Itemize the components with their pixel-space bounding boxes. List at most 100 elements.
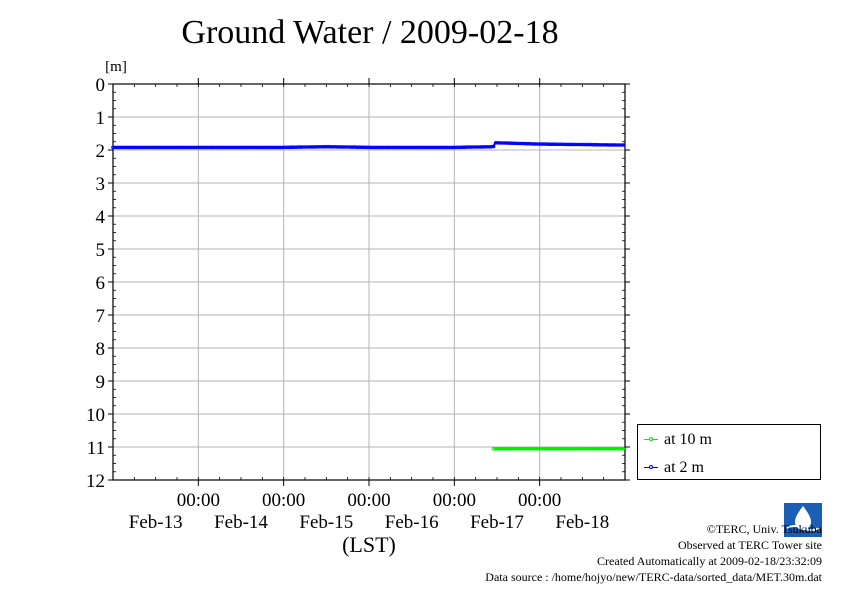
series-point-1 (590, 142, 595, 147)
series-point-1 (230, 145, 234, 150)
series-point-1 (254, 145, 258, 150)
y-tick-label: 0 (96, 75, 106, 96)
series-point-0 (550, 446, 555, 451)
series-point-1 (324, 144, 329, 149)
series-point-1 (205, 145, 210, 150)
series-point-1 (474, 145, 478, 149)
series-point-1 (342, 145, 346, 149)
series-point-1 (542, 142, 546, 146)
series-point-1 (575, 142, 579, 147)
series-point-0 (601, 446, 606, 451)
series-point-1 (388, 145, 393, 150)
series-point-0 (570, 446, 575, 451)
series-point-1 (241, 145, 245, 150)
series-point-1 (438, 145, 443, 150)
series-point-1 (568, 142, 573, 147)
series-point-1 (166, 145, 170, 150)
series-point-1 (573, 142, 577, 147)
series-point-1 (295, 145, 300, 149)
legend-item-10m: at 10 m (644, 429, 712, 451)
series-point-1 (614, 143, 619, 147)
series-point-1 (480, 145, 485, 149)
series-point-1 (383, 145, 388, 150)
series-point-0 (583, 446, 588, 451)
series-point-0 (531, 446, 535, 451)
x-date-label: Feb-13 (129, 512, 183, 533)
credit-copyright: ©TERC, Univ. Tsukuba (706, 522, 822, 536)
series-point-1 (489, 144, 494, 149)
series-point-0 (588, 446, 592, 451)
series-point-1 (425, 145, 430, 150)
series-point-0 (559, 446, 564, 451)
series-point-1 (188, 145, 192, 150)
y-tick-label: 5 (96, 240, 106, 261)
series-point-1 (243, 145, 247, 150)
series-point-1 (394, 145, 399, 150)
series-point-1 (135, 145, 140, 150)
x-date-label: Feb-14 (214, 512, 268, 533)
series-point-1 (131, 145, 135, 150)
series-point-1 (157, 145, 162, 150)
series-point-0 (599, 446, 603, 451)
credit-observed: Observed at TERC Tower site (677, 538, 822, 552)
series-point-1 (412, 145, 417, 150)
series-point-1 (566, 142, 571, 147)
series-point-1 (526, 141, 531, 146)
series-point-1 (504, 141, 509, 145)
series-point-0 (614, 446, 619, 451)
series-point-1 (597, 143, 601, 147)
series-point-1 (337, 145, 342, 149)
series-point-1 (502, 141, 507, 145)
series-point-1 (247, 145, 252, 150)
series-point-1 (535, 142, 540, 146)
series-point-0 (605, 446, 610, 451)
series-point-1 (302, 145, 307, 149)
series-point-1 (606, 143, 610, 147)
series-point-1 (511, 141, 516, 146)
series-point-1 (456, 145, 461, 150)
legend-swatch-2m (644, 463, 658, 473)
series-point-1 (320, 145, 324, 149)
series-point-1 (507, 141, 511, 145)
series-point-1 (370, 145, 375, 150)
series-point-1 (317, 145, 322, 149)
series-point-0 (539, 446, 544, 451)
series-point-1 (216, 145, 221, 150)
series-point-1 (364, 145, 368, 150)
series-point-0 (515, 446, 520, 451)
series-point-1 (445, 145, 450, 150)
series-point-1 (344, 145, 349, 149)
y-tick-label: 7 (96, 306, 106, 327)
series-point-1 (298, 145, 302, 149)
series-point-1 (249, 145, 254, 150)
series-point-1 (168, 145, 173, 150)
series-point-1 (493, 141, 498, 145)
series-point-1 (599, 143, 604, 147)
series-point-1 (328, 145, 333, 149)
series-point-0 (581, 446, 586, 451)
series-point-1 (529, 142, 533, 146)
series-point-1 (128, 145, 133, 150)
series-point-1 (219, 145, 223, 150)
series-point-1 (553, 142, 557, 147)
series-point-1 (509, 141, 514, 146)
series-point-0 (520, 446, 524, 451)
series-point-1 (533, 142, 538, 146)
series-point-0 (542, 446, 546, 451)
series-point-1 (159, 145, 164, 150)
series-point-1 (139, 145, 144, 150)
series-point-0 (553, 446, 557, 451)
series-point-1 (144, 145, 148, 150)
series-point-1 (225, 145, 230, 150)
series-point-1 (280, 145, 285, 150)
series-point-1 (120, 145, 124, 150)
series-point-1 (544, 142, 549, 146)
series-point-1 (399, 145, 404, 150)
series-point-1 (454, 145, 459, 150)
series-point-1 (405, 145, 410, 150)
series-point-0 (526, 446, 531, 451)
series-point-0 (522, 446, 526, 451)
series-point-1 (186, 145, 190, 150)
series-point-1 (190, 145, 195, 150)
